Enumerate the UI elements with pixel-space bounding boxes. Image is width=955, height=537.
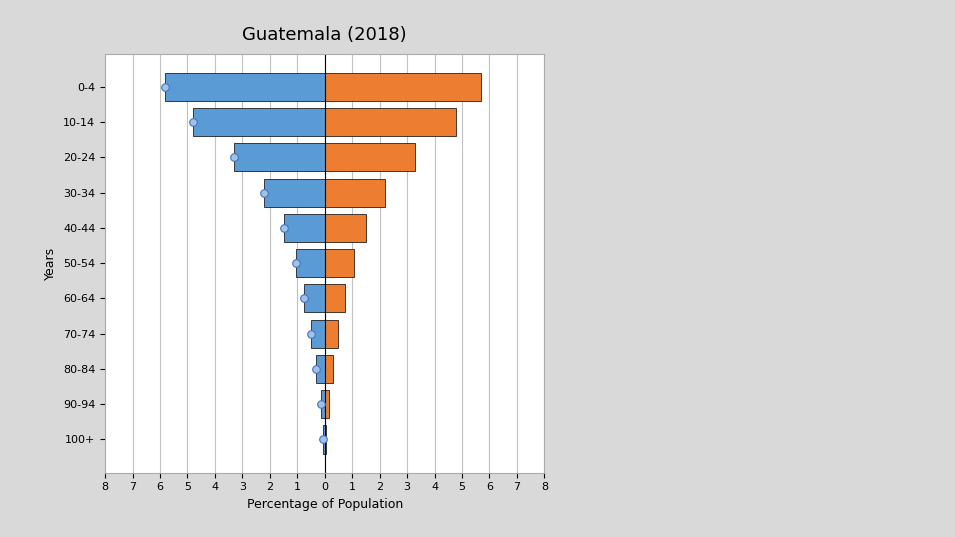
Bar: [325, 108, 456, 136]
Bar: [234, 143, 325, 171]
Bar: [325, 425, 326, 454]
Bar: [324, 425, 325, 454]
X-axis label: Percentage of Population: Percentage of Population: [246, 498, 403, 511]
Point: [308, 365, 324, 373]
Point: [185, 118, 201, 126]
Bar: [284, 214, 325, 242]
Bar: [325, 390, 329, 418]
Bar: [304, 284, 325, 313]
Bar: [325, 320, 338, 348]
Bar: [311, 320, 325, 348]
Bar: [325, 178, 385, 207]
Bar: [325, 284, 346, 313]
Point: [313, 400, 329, 409]
Bar: [265, 178, 325, 207]
Y-axis label: Years: Years: [44, 246, 57, 280]
Point: [226, 153, 242, 162]
Bar: [321, 390, 325, 418]
Bar: [325, 355, 333, 383]
Bar: [165, 72, 325, 101]
Bar: [316, 355, 325, 383]
Title: Guatemala (2018): Guatemala (2018): [243, 26, 407, 44]
Point: [276, 223, 291, 232]
Bar: [325, 249, 353, 277]
Point: [288, 259, 304, 267]
Bar: [325, 143, 415, 171]
Point: [257, 188, 272, 197]
Bar: [296, 249, 325, 277]
Point: [296, 294, 311, 303]
Point: [316, 435, 331, 444]
Bar: [325, 214, 366, 242]
Bar: [193, 108, 325, 136]
Point: [304, 329, 319, 338]
Bar: [325, 72, 481, 101]
Point: [158, 83, 173, 91]
